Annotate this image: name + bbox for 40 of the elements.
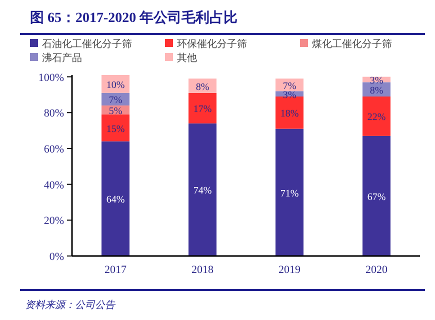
legend-label: 石油化工催化分子筛 xyxy=(42,38,132,50)
bar xyxy=(102,141,130,256)
legend-label: 其他 xyxy=(177,52,197,64)
legend-label: 沸石产品 xyxy=(42,52,82,64)
bar xyxy=(276,96,304,129)
bar xyxy=(362,96,390,136)
data-label: 15% xyxy=(106,124,125,135)
legend-label: 煤化工催化分子筛 xyxy=(312,38,392,50)
data-label: 5% xyxy=(108,106,122,117)
data-label: 10% xyxy=(106,80,125,91)
x-tick-label: 2019 xyxy=(278,264,301,276)
data-label: 17% xyxy=(193,104,212,116)
data-label: 7% xyxy=(282,80,296,92)
data-label: 22% xyxy=(367,112,386,124)
x-tick-label: 2020 xyxy=(366,264,388,276)
bar xyxy=(102,114,130,142)
y-tick-label: 80% xyxy=(44,108,64,120)
data-label: 74% xyxy=(193,186,212,197)
data-label: 7% xyxy=(108,95,122,106)
x-tick-label: 2017 xyxy=(104,264,127,276)
y-tick-label: 20% xyxy=(44,215,64,228)
data-label: 3% xyxy=(370,75,384,86)
bar xyxy=(362,136,390,256)
y-tick-label: 60% xyxy=(44,143,64,156)
text: 资料来源：公司公告 xyxy=(25,299,116,311)
data-label: 71% xyxy=(280,188,299,200)
bar xyxy=(188,92,216,124)
data-label: 18% xyxy=(280,108,299,120)
data-label: 67% xyxy=(367,192,386,203)
bar xyxy=(276,128,304,256)
data-label: 8% xyxy=(196,82,210,93)
legend-label: 环保催化分子筛 xyxy=(177,38,247,50)
y-tick-label: 40% xyxy=(44,179,64,192)
x-tick-label: 2018 xyxy=(192,264,214,276)
data-label: 8% xyxy=(370,85,384,96)
y-tick-label: 0% xyxy=(49,251,64,263)
data-label: 64% xyxy=(106,194,125,206)
y-tick-label: 100% xyxy=(38,72,64,84)
bar xyxy=(188,123,216,256)
chart-title: 图 65：2017-2020 年公司毛利占比 xyxy=(30,9,238,26)
